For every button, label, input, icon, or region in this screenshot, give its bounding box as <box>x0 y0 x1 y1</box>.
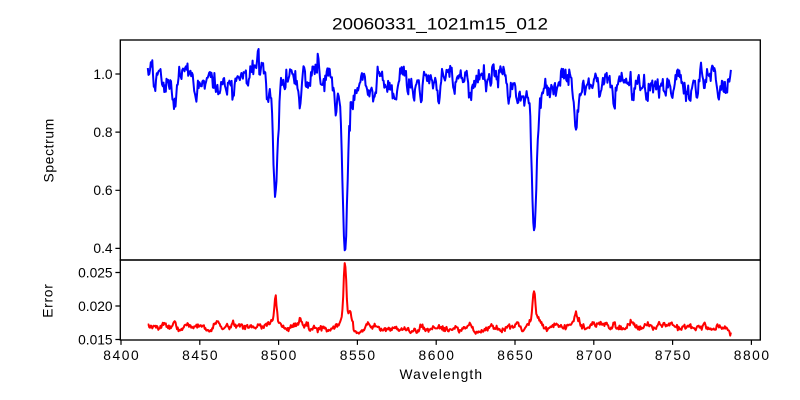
svg-text:8500: 8500 <box>261 348 297 363</box>
svg-text:8450: 8450 <box>182 348 218 363</box>
svg-text:0.025: 0.025 <box>78 265 113 280</box>
svg-text:Wavelength: Wavelength <box>400 367 483 382</box>
svg-text:0.6: 0.6 <box>93 183 113 198</box>
svg-text:1.0: 1.0 <box>93 67 113 82</box>
svg-text:8700: 8700 <box>576 348 612 363</box>
svg-text:8650: 8650 <box>497 348 533 363</box>
svg-text:Spectrum: Spectrum <box>42 119 57 183</box>
svg-text:8750: 8750 <box>655 348 691 363</box>
svg-text:8600: 8600 <box>419 348 455 363</box>
svg-text:8800: 8800 <box>734 348 770 363</box>
svg-text:Error: Error <box>41 284 56 318</box>
svg-text:0.020: 0.020 <box>78 299 113 314</box>
svg-text:8550: 8550 <box>340 348 376 363</box>
svg-text:0.015: 0.015 <box>78 332 113 347</box>
svg-text:8400: 8400 <box>103 348 139 363</box>
svg-text:20060331_1021m15_012: 20060331_1021m15_012 <box>332 16 548 34</box>
svg-text:0.8: 0.8 <box>93 125 113 140</box>
svg-text:0.4: 0.4 <box>93 241 113 256</box>
